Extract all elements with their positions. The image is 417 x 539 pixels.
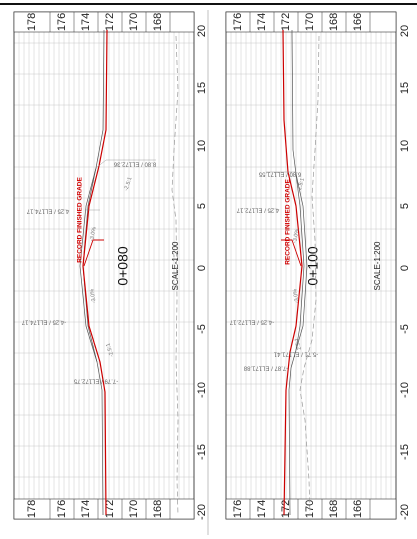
offset-label: -5 <box>196 324 208 334</box>
elev-label: 174 <box>256 13 268 31</box>
annotation-text: -7.87 / EL171.88 <box>243 364 288 370</box>
offset-axis-0080: 20 15 10 5 0 -5 -10 -15 -20 <box>196 25 208 520</box>
offset-axis-0100: 20 15 10 5 0 -5 -10 -15 -20 <box>399 25 411 520</box>
elev-label: 172 <box>104 13 116 31</box>
offset-label: -20 <box>399 504 411 520</box>
elev-label: 172 <box>280 13 292 31</box>
elev-label: 178 <box>26 500 38 518</box>
slope-label: -2.5:1 <box>105 342 115 357</box>
design-surface-line <box>79 29 105 516</box>
slope-label: -3.0% <box>89 288 97 303</box>
elev-label: 176 <box>232 500 244 518</box>
grid-0080 <box>13 11 195 519</box>
annotation-leader <box>266 171 297 174</box>
offset-label: 20 <box>399 25 411 37</box>
elevation-strip-top-0100: 176 174 172 170 168 166 <box>225 11 397 33</box>
design-surface-line <box>288 29 305 516</box>
offset-label: 10 <box>399 140 411 152</box>
offset-label: 0 <box>196 265 208 271</box>
offset-label: 0 <box>399 265 411 271</box>
offset-label: -20 <box>196 504 208 520</box>
annotation-text: -4.25 / EL172.17 <box>229 318 274 324</box>
annotation-text: -7.79 / EL172.75 <box>73 377 118 383</box>
elev-label: 170 <box>304 13 316 31</box>
elev-label: 176 <box>56 13 68 31</box>
elev-label: 172 <box>104 500 116 518</box>
slope-label: -3.0% <box>292 228 300 243</box>
design-subgrade-line <box>82 167 98 363</box>
slope-label: -3.0% <box>89 226 97 241</box>
offset-label: -5 <box>399 324 411 334</box>
section-panel-0080: 178 176 174 172 170 168 178 176 174 172 … <box>13 11 208 520</box>
annotation-text: 4.25 / EL174.17 <box>26 207 69 213</box>
elev-label: 170 <box>128 13 140 31</box>
elev-label: 168 <box>152 500 164 518</box>
offset-label: -10 <box>399 382 411 398</box>
slope-label: -3.0% <box>292 288 300 303</box>
offset-label: -10 <box>196 382 208 398</box>
elevation-strip-top-0080: 178 176 174 172 170 168 <box>13 11 195 33</box>
elev-label: 166 <box>352 500 364 518</box>
annotation-text: 8.80 / EL172.36 <box>113 160 156 166</box>
elevation-strip-bottom-0080: 178 176 174 172 170 168 <box>13 498 195 520</box>
elev-label: 168 <box>328 13 340 31</box>
offset-label: 15 <box>196 82 208 94</box>
slope-label: 2.5:1 <box>294 337 303 350</box>
elev-label: 172 <box>280 500 292 518</box>
offset-label: 5 <box>399 203 411 209</box>
elev-label: 176 <box>56 500 68 518</box>
elev-label: 166 <box>352 13 364 31</box>
slope-label: -2.5:1 <box>123 177 133 192</box>
section-panel-0100: 176 174 172 170 168 166 176 174 172 170 … <box>225 11 411 520</box>
scale-label: SCALE-1:200 <box>373 241 382 290</box>
elev-label: 178 <box>26 13 38 31</box>
elev-label: 168 <box>328 500 340 518</box>
finished-grade-leader <box>83 239 104 267</box>
elev-label: 168 <box>152 13 164 31</box>
offset-label: 20 <box>196 25 208 37</box>
offset-label: 10 <box>196 140 208 152</box>
elev-label: 170 <box>128 500 140 518</box>
annotation-text: 4.25 / EL172.17 <box>236 206 279 212</box>
station-title: 0+080 <box>115 246 131 286</box>
existing-ground-line <box>299 35 320 516</box>
offset-label: 15 <box>399 82 411 94</box>
station-title: 0+100 <box>305 246 321 286</box>
finished-grade-line <box>82 29 108 516</box>
finished-grade-leader <box>281 239 302 267</box>
offset-label: -15 <box>196 444 208 460</box>
annotation-text: -4.25 / EL174.17 <box>21 318 66 324</box>
annotation-leader <box>85 206 100 211</box>
slope-label: 2.5:1 <box>297 177 306 190</box>
scale-label: SCALE-1:200 <box>171 241 180 290</box>
finished-grade-line <box>282 29 303 516</box>
design-subgrade-line <box>295 173 308 351</box>
existing-ground-line <box>171 35 179 516</box>
record-finished-grade-label: RECORD FINISHED GRADE <box>285 179 292 265</box>
elev-label: 174 <box>256 500 268 518</box>
offset-label: -15 <box>399 444 411 460</box>
elevation-strip-bottom-0100: 176 174 172 170 168 166 <box>225 498 397 520</box>
elev-label: 174 <box>80 500 92 518</box>
annotation-leader <box>95 159 156 169</box>
annotation-text: 6.80 / EL171.55 <box>258 170 301 176</box>
annotation-text: -5.71 / EL171.41 <box>273 350 318 356</box>
elev-label: 176 <box>232 13 244 31</box>
offset-label: 5 <box>196 203 208 209</box>
elev-label: 174 <box>80 13 92 31</box>
record-finished-grade-label: RECORD FINISHED GRADE <box>77 177 84 263</box>
